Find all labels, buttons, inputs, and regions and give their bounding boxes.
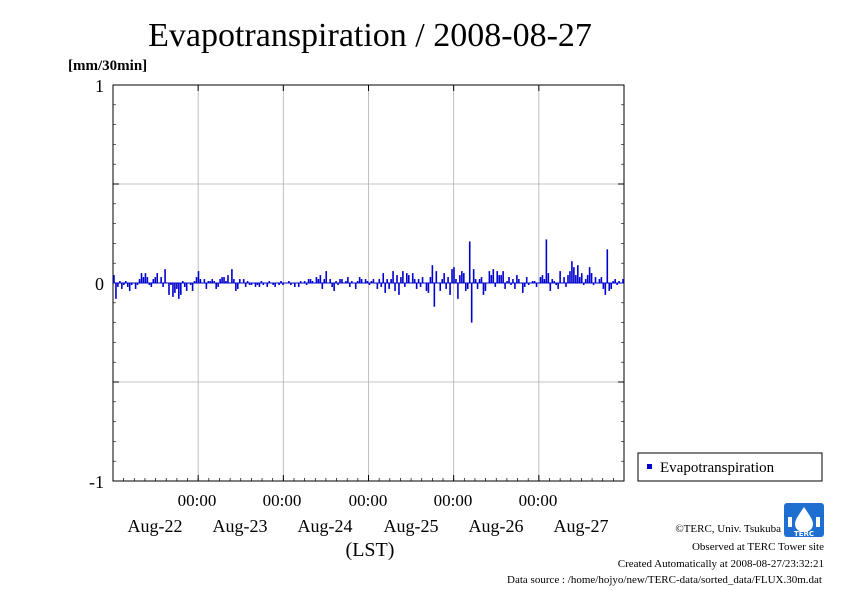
water-drop-icon	[795, 507, 813, 532]
legend-label: Evapotranspiration	[660, 460, 775, 476]
y-tick-label: 1	[95, 76, 104, 96]
x-tick-date-label: Aug-26	[469, 516, 524, 536]
logo-text: TERC	[794, 530, 814, 538]
data-source-text: Data source : /home/hojyo/new/TERC-data/…	[507, 574, 822, 586]
x-tick-time-label: 00:00	[434, 491, 473, 510]
x-tick-time-label: 00:00	[349, 491, 388, 510]
credits: ©TERC, Univ. Tsukuba Observed at TERC To…	[507, 523, 824, 586]
created-timestamp-text: Created Automatically at 2008-08-27/23:3…	[618, 558, 824, 570]
legend-swatch	[647, 464, 652, 469]
chart-title: Evapotranspiration / 2008-08-27	[148, 17, 592, 54]
x-tick-time-label: 00:00	[519, 491, 558, 510]
y-tick-label: 0	[95, 274, 104, 294]
x-tick-labels: 00:00 00:00 00:00 00:00 00:00 Aug-22 Aug…	[128, 491, 609, 536]
axis-ticks	[112, 84, 625, 482]
x-tick-time-label: 00:00	[178, 491, 217, 510]
y-tick-label: -1	[89, 472, 104, 492]
x-tick-time-label: 00:00	[263, 491, 302, 510]
y-axis-unit-label: [mm/30min]	[68, 58, 147, 74]
terc-logo: TERC	[784, 503, 824, 538]
logo-bar	[816, 517, 820, 527]
copyright-text: ©TERC, Univ. Tsukuba	[675, 523, 781, 535]
x-axis-label: (LST)	[346, 539, 395, 561]
y-tick-labels: 1 0 -1	[89, 76, 104, 492]
x-tick-date-label: Aug-22	[128, 516, 183, 536]
x-tick-date-label: Aug-24	[298, 516, 353, 536]
x-tick-date-label: Aug-23	[213, 516, 268, 536]
legend-box	[637, 452, 823, 482]
logo-bar	[788, 517, 792, 527]
x-tick-date-label: Aug-27	[554, 516, 609, 536]
x-tick-date-label: Aug-25	[384, 516, 439, 536]
legend: Evapotranspiration	[637, 452, 823, 482]
series-evapotranspiration	[113, 239, 624, 323]
observed-site-text: Observed at TERC Tower site	[692, 541, 824, 553]
